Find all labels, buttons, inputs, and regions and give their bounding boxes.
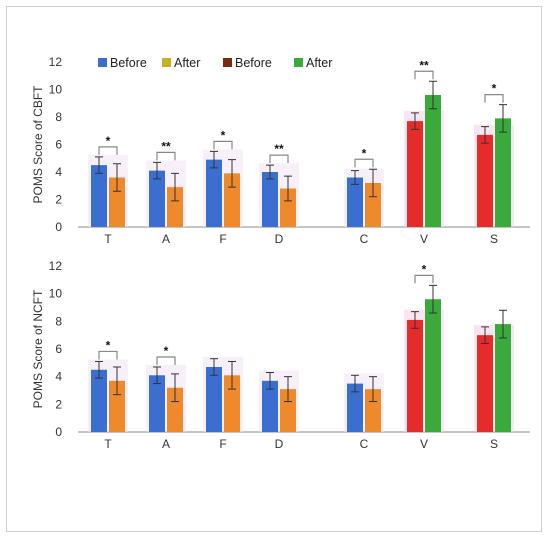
significance-bracket-C [354, 158, 374, 168]
y-tick-label: 0 [55, 220, 62, 234]
x-tick-label-D: D [275, 437, 284, 451]
bar-before-D [262, 380, 278, 432]
y-tick-label: 8 [55, 314, 62, 328]
bar-after-D [280, 389, 296, 432]
x-tick-label-T: T [104, 232, 112, 246]
bar-after-S [495, 324, 511, 432]
bar-before-T [91, 165, 107, 227]
bar-after-C [365, 389, 381, 432]
y-tick-label: 6 [55, 138, 62, 152]
significance-marker-D: ** [274, 142, 284, 156]
y-tick-label: 4 [55, 370, 62, 384]
significance-bracket-V [414, 274, 434, 284]
y-tick-label: 2 [55, 397, 62, 411]
x-tick-label-S: S [490, 232, 498, 246]
bar-after-V [425, 95, 441, 227]
bar-after-T [109, 380, 125, 432]
bar-before-C [347, 383, 363, 432]
bar-after-V [425, 299, 441, 432]
bar-before-D [262, 172, 278, 227]
legend-label-2: Before [235, 56, 272, 70]
bar-before-F [206, 159, 222, 227]
bar-before-S [477, 335, 493, 432]
significance-marker-V: ** [419, 58, 429, 72]
y-tick-label: 10 [49, 287, 63, 301]
bar-after-T [109, 177, 125, 227]
x-tick-label-T: T [104, 437, 112, 451]
legend-swatch-2 [223, 58, 232, 67]
significance-marker-T: * [106, 134, 111, 148]
legend-label-1: After [174, 56, 200, 70]
y-tick-label: 12 [49, 259, 63, 273]
significance-bracket-T [98, 146, 118, 155]
bar-before-C [347, 177, 363, 227]
x-tick-label-D: D [275, 232, 284, 246]
y-tick-label: 12 [49, 55, 63, 69]
x-tick-label-A: A [162, 232, 170, 246]
significance-bracket-A [156, 151, 176, 161]
significance-bracket-D [269, 154, 289, 164]
y-axis-label: POMS Score of CBFT [31, 85, 45, 204]
significance-bracket-A [156, 356, 176, 365]
y-tick-label: 2 [55, 193, 62, 207]
x-tick-label-S: S [490, 437, 498, 451]
bar-before-T [91, 369, 107, 432]
significance-marker-S: * [492, 82, 497, 96]
y-tick-label: 10 [49, 83, 63, 97]
significance-bracket-F [213, 140, 233, 150]
y-axis-label: POMS Score of NCFT [31, 289, 45, 408]
significance-marker-F: * [221, 128, 226, 142]
bar-before-S [477, 134, 493, 227]
x-tick-label-F: F [219, 437, 226, 451]
legend-label-0: Before [110, 56, 147, 70]
bar-before-V [407, 121, 423, 227]
bar-before-A [149, 170, 165, 227]
significance-marker-A: * [164, 344, 169, 358]
legend-swatch-1 [162, 58, 171, 67]
y-tick-label: 8 [55, 110, 62, 124]
bar-after-A [167, 187, 183, 227]
significance-bracket-V [414, 70, 434, 80]
bar-before-F [206, 366, 222, 432]
bar-after-A [167, 387, 183, 432]
y-tick-label: 4 [55, 165, 62, 179]
legend: Before After Before After [98, 56, 332, 70]
significance-marker-T: * [106, 338, 111, 352]
x-tick-label-A: A [162, 437, 170, 451]
y-tick-label: 6 [55, 342, 62, 356]
bar-after-S [495, 118, 511, 227]
y-tick-label: 0 [55, 425, 62, 439]
x-tick-label-C: C [360, 232, 369, 246]
significance-bracket-T [98, 350, 118, 360]
significance-marker-V: * [422, 262, 427, 276]
x-tick-label-V: V [420, 437, 428, 451]
bar-after-C [365, 183, 381, 227]
x-tick-label-C: C [360, 437, 369, 451]
significance-bracket-S [484, 94, 504, 103]
chart-panel-cbft: POMS Score of CBFT 0 2 4 6 8 10 12 T * A ** F * D ** C * V… [31, 55, 530, 246]
bar-before-V [407, 319, 423, 432]
bar-after-D [280, 188, 296, 227]
legend-label-3: After [306, 56, 332, 70]
legend-swatch-0 [98, 58, 107, 67]
significance-marker-C: * [362, 146, 367, 160]
figure-frame [6, 6, 542, 532]
chart-panel-ncft: POMS Score of NCFT 0 2 4 6 8 10 12 T * A * F D C V * S [31, 259, 530, 451]
x-tick-label-V: V [420, 232, 428, 246]
significance-marker-A: ** [161, 139, 171, 153]
bar-before-A [149, 375, 165, 432]
legend-swatch-3 [294, 58, 303, 67]
x-tick-label-F: F [219, 232, 226, 246]
